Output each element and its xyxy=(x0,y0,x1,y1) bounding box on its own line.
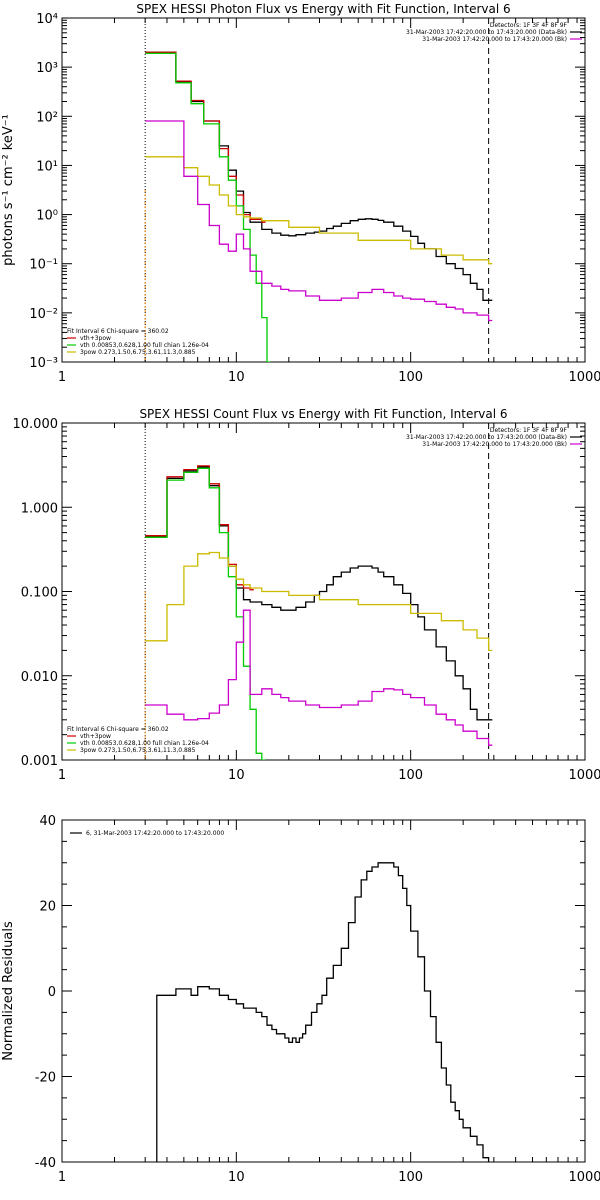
x-tick-label: 10 xyxy=(228,370,245,385)
legend-bottom-entry: vth 0.00853,0.628,1.00 full chian 1.26e-… xyxy=(80,740,209,747)
x-tick-label: 100 xyxy=(398,768,423,783)
plot-frame xyxy=(61,17,586,363)
legend-bottom-entry: 3pow 0.273,1.50,6.75,3.61,11.3,0.885 xyxy=(80,349,196,356)
series-line-3pow xyxy=(145,156,493,265)
x-tick-label: 1000 xyxy=(568,768,600,783)
series-line-data-bk xyxy=(145,466,493,721)
series-group xyxy=(145,465,493,760)
x-tick-label: 100 xyxy=(398,1170,423,1185)
plot-frame xyxy=(61,819,586,1163)
series-line-3pow xyxy=(145,551,493,652)
y-tick-label: 10⁻² xyxy=(29,307,58,322)
series-line-vth-3pow xyxy=(145,51,266,223)
y-axis-label: photons s⁻¹ cm⁻² keV⁻¹ xyxy=(1,114,16,266)
y-tick-label: 40 xyxy=(39,814,56,829)
legend-top-entry: Detectors: 1F 3F 4F 8F 9F xyxy=(490,22,568,29)
chart-title: SPEX HESSI Count Flux vs Energy with Fit… xyxy=(139,407,507,421)
y-tick-label: 10.000 xyxy=(13,417,59,432)
legend-top-entry: Detectors: 1F 3F 4F 8F 9F xyxy=(490,427,568,434)
y-tick-label: 0.001 xyxy=(21,754,58,769)
y-tick-label: 10⁴ xyxy=(36,12,58,27)
legend-bottom-entry: 3pow 0.273,1.50,6.75,3.61,11.3,0.885 xyxy=(80,747,196,754)
y-tick-label: -40 xyxy=(35,1156,56,1171)
y-tick-label: 20 xyxy=(39,900,56,915)
chart-panel-3: 1 10 100 1000 -40 -20 0 20 40 Normalized Residual… xyxy=(1,814,600,1185)
x-tick-label: 1 xyxy=(58,1170,66,1185)
legend-bottom-entry: Fit Interval 6 Chi-square = 360.02 xyxy=(67,328,169,335)
legend-bottom-entry: Fit Interval 6 Chi-square = 360.02 xyxy=(67,726,169,733)
chart-panel-1: 1 10 100 1000 10⁻³ 10⁻² 10⁻¹ 10⁰ 10¹ 10² 10³ 10⁴ SPE… xyxy=(1,2,600,385)
y-tick-label: 10¹ xyxy=(36,159,58,174)
legend-top-entry: 6, 31-Mar-2003 17:42:20.000 to 17:43:20.… xyxy=(86,830,224,837)
series-line-bk xyxy=(145,609,493,746)
y-tick-label: 10³ xyxy=(36,61,58,76)
series-line-vth xyxy=(145,467,266,760)
x-tick-label: 1000 xyxy=(568,1170,600,1185)
legend-top-entry: 31-Mar-2003 17:42:20.000 to 17:43:20.000… xyxy=(406,29,567,36)
legend-bottom-entry: vth 0.00853,0.628,1.00 full chian 1.26e-… xyxy=(80,342,209,349)
y-tick-label: 10² xyxy=(36,110,58,125)
y-tick-label: 0 xyxy=(48,985,56,1000)
x-tick-label: 1 xyxy=(58,370,66,385)
series-line-residuals xyxy=(156,862,490,1162)
x-tick-label: 10 xyxy=(228,1170,245,1185)
y-tick-label: 0.010 xyxy=(21,670,58,685)
y-tick-label: 1.000 xyxy=(21,501,58,516)
legend-top-entry: 31-Mar-2003 17:42:20.000 to 17:43:20.000… xyxy=(406,434,567,441)
y-axis-label: Normalized Residuals xyxy=(1,921,16,1061)
legend-bottom-entry: vth+3pow xyxy=(80,335,111,342)
series-group xyxy=(156,862,490,1162)
x-tick-label: 100 xyxy=(398,370,423,385)
series-line-bk xyxy=(145,120,493,322)
x-tick-label: 1 xyxy=(58,768,66,783)
y-tick-label: 10⁻¹ xyxy=(29,258,58,273)
chart-panel-2: 1 10 100 1000 0.001 0.010 0.100 1.000 10.000 SPEX… xyxy=(13,407,600,783)
series-line-vth-3pow xyxy=(145,465,254,591)
series-line-vth xyxy=(145,52,271,362)
y-tick-label: 0.100 xyxy=(21,586,58,601)
legend-top-entry: 31-Mar-2003 17:42:20.000 to 17:43:20.000… xyxy=(422,441,567,448)
series-group xyxy=(145,51,493,362)
x-tick-label: 10 xyxy=(228,768,245,783)
y-tick-label: -20 xyxy=(35,1071,56,1086)
legend-top-entry: 31-Mar-2003 17:42:20.000 to 17:43:20.000… xyxy=(422,36,567,43)
y-tick-label: 10⁻³ xyxy=(29,356,58,371)
chart-title: SPEX HESSI Photon Flux vs Energy with Fi… xyxy=(136,2,510,16)
series-line-data-bk xyxy=(145,51,493,301)
x-tick-label: 1000 xyxy=(568,370,600,385)
y-tick-label: 10⁰ xyxy=(36,209,58,224)
legend-bottom-entry: vth+3pow xyxy=(80,733,111,740)
